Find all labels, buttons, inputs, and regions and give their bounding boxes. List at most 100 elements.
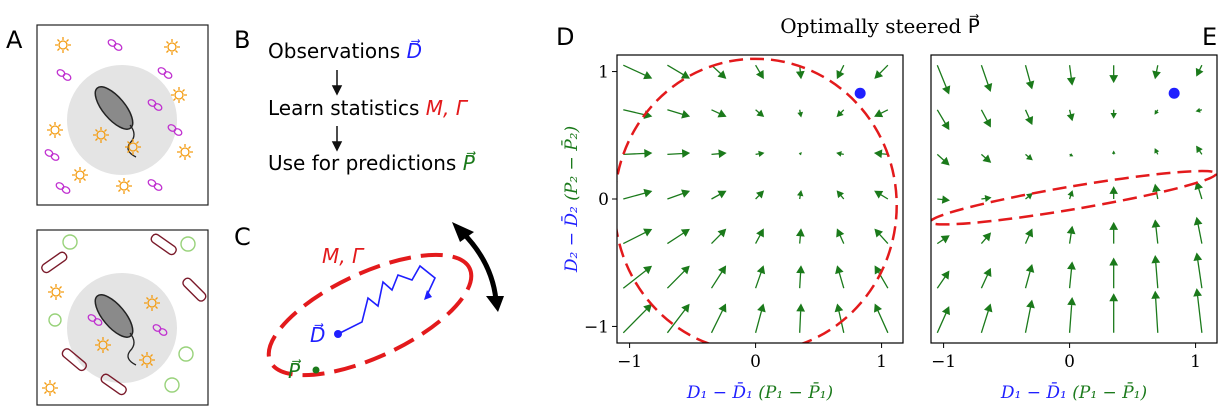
vector-arrow [756, 110, 764, 116]
x-tick-label: −1 [931, 352, 956, 372]
flow-arrow [333, 126, 341, 150]
vector-arrow [711, 191, 725, 199]
vector-arrow [981, 154, 990, 162]
vector-arrow [623, 229, 651, 243]
vector-arrow [837, 65, 844, 78]
vector-arrow [798, 191, 802, 199]
flow-step: Observations D⃗ [268, 38, 422, 63]
flow-step: Learn statistics M, Γ [268, 96, 469, 120]
y-axis-label: D₂ − D̄₂ (P₂ − P̄₂) [560, 126, 582, 273]
vector-arrow [937, 197, 948, 203]
vector-arrow [875, 230, 888, 244]
vector-arrow [1070, 154, 1073, 155]
panel-label: A [6, 26, 23, 54]
observed-label: D₂ − D̄₂ [560, 206, 582, 273]
vector-arrow [837, 152, 843, 155]
observation-point [1169, 88, 1180, 99]
vector-arrow [1194, 289, 1202, 332]
vector-arrow [981, 110, 990, 127]
vector-arrow [1197, 109, 1202, 112]
vector-arrow [837, 191, 843, 199]
observed-label: D₁ − D̄₁ [686, 381, 753, 403]
vector-arrow [981, 305, 991, 333]
vector-arrow [667, 230, 688, 244]
vector-arrow [797, 230, 804, 244]
y-tick-label: −1 [584, 317, 609, 337]
vector-arrow [1153, 65, 1159, 78]
vector-arrow [667, 65, 688, 78]
vector-arrow [1110, 295, 1117, 333]
vector-arrow [1155, 110, 1158, 114]
vector-arrow [837, 110, 843, 116]
plot-area [929, 65, 1219, 333]
plot-area [614, 59, 896, 352]
vector-arrow [711, 230, 725, 244]
vector-arrow [937, 65, 949, 93]
flow-step: Use for predictions P⃗ [268, 150, 476, 175]
vector-arrow [937, 154, 948, 164]
vector-arrow [981, 196, 990, 201]
vector-arrow [800, 153, 801, 154]
vector-arrow [981, 269, 990, 288]
flow-text: Observations [268, 39, 400, 63]
vector-arrow [937, 272, 948, 289]
x-tick-label: −1 [617, 352, 642, 372]
vector-arrow [797, 267, 804, 289]
vector-arrow [711, 305, 725, 333]
vector-arrow [623, 65, 651, 78]
vector-arrow [1110, 259, 1117, 288]
figure: A B Observations D⃗ Learn statistics M, … [0, 0, 1225, 410]
covariance-ellipse [614, 59, 896, 352]
flow-text: Learn statistics [268, 96, 419, 120]
vector-arrow [1068, 263, 1075, 288]
flow-symbol: P⃗ [463, 150, 477, 175]
vector-arrow [756, 267, 765, 289]
flow-symbol: M, Γ [426, 96, 469, 120]
vector-arrow [1110, 65, 1117, 82]
vector-arrow [981, 65, 991, 90]
vector-arrow [623, 150, 651, 157]
vector-arrow [1025, 230, 1032, 244]
predicted-label: (P₂ − P̄₂) [560, 126, 582, 201]
vector-arrow [1152, 256, 1159, 288]
vector-arrow [667, 267, 688, 289]
vector-arrow [1068, 227, 1075, 244]
vector-arrow [756, 152, 764, 156]
vector-arrow [1111, 188, 1117, 199]
vector-arrow [623, 190, 651, 199]
vector-arrow [756, 65, 764, 78]
vector-arrow [1110, 223, 1117, 243]
vector-arrow [1025, 301, 1033, 333]
vector-arrow [1068, 110, 1074, 120]
vector-arrow [1153, 221, 1160, 244]
vector-arrow [1068, 65, 1075, 84]
vector-arrow [1152, 292, 1159, 333]
trajectory [338, 266, 435, 334]
vector-arrow [667, 190, 688, 199]
vector-arrow [836, 267, 844, 289]
vector-arrow [1025, 194, 1031, 199]
vector-arrow [1112, 110, 1116, 118]
vector-arrow [1194, 254, 1201, 288]
panel-label: C [234, 223, 251, 251]
flow-arrow [333, 70, 341, 94]
x-axis-label: D₁ − D̄₁ (P₁ − P̄₁) [686, 381, 833, 403]
ellipse-label: M, Γ [322, 244, 365, 268]
x-tick-label: 1 [876, 352, 887, 372]
vector-arrow [711, 150, 725, 157]
vector-arrow [1025, 154, 1031, 159]
vector-arrow [711, 65, 725, 78]
vector-arrow [756, 305, 765, 333]
vector-arrow [875, 65, 888, 78]
x-tick-label: 0 [1064, 352, 1075, 372]
vector-arrow [836, 305, 844, 333]
vector-arrow [1025, 265, 1033, 288]
x-tick-label: 1 [1190, 352, 1201, 372]
predicted-label: (P₁ − P̄₁) [1072, 381, 1147, 403]
flow-text: Use for predictions [268, 151, 456, 175]
flow-symbol: D⃗ [407, 38, 422, 63]
vector-arrow [1025, 110, 1032, 124]
covariance-ellipse [929, 162, 1219, 233]
vector-arrow [756, 191, 764, 199]
vector-arrow [711, 110, 725, 117]
